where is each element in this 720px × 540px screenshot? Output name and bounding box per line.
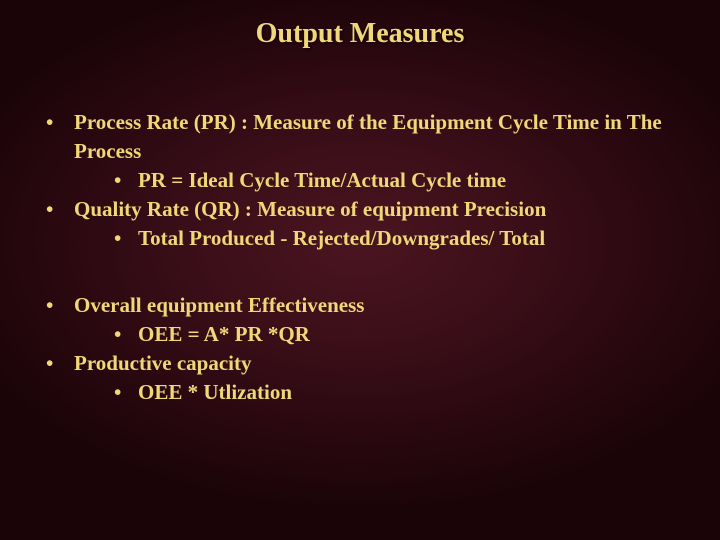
sub-bullet-text: Total Produced - Rejected/Downgrades/ To… [138,226,545,250]
bullet-item: Process Rate (PR) : Measure of the Equip… [40,108,680,195]
sub-bullet-item: PR = Ideal Cycle Time/Actual Cycle time [74,166,680,195]
bullet-item: Quality Rate (QR) : Measure of equipment… [40,195,680,253]
slide-title: Output Measures [40,18,680,50]
bullet-text: Productive capacity [74,351,252,375]
slide-body: Process Rate (PR) : Measure of the Equip… [40,108,680,407]
sub-bullet-text: OEE = A* PR *QR [138,322,310,346]
bullet-text: Process Rate (PR) : Measure of the Equip… [74,110,662,163]
sub-bullet-item: OEE = A* PR *QR [74,320,680,349]
sub-bullet-text: PR = Ideal Cycle Time/Actual Cycle time [138,168,506,192]
bullet-text: Quality Rate (QR) : Measure of equipment… [74,197,546,221]
sub-bullet-text: OEE * Utlization [138,380,292,404]
sub-bullet-item: OEE * Utlization [74,378,680,407]
slide: Output Measures Process Rate (PR) : Meas… [0,0,720,540]
sub-bullet-item: Total Produced - Rejected/Downgrades/ To… [74,224,680,253]
bullet-item: Overall equipment Effectiveness OEE = A*… [40,291,680,349]
bullet-group-2: Overall equipment Effectiveness OEE = A*… [40,291,680,407]
bullet-group-1: Process Rate (PR) : Measure of the Equip… [40,108,680,253]
bullet-text: Overall equipment Effectiveness [74,293,364,317]
bullet-item: Productive capacity OEE * Utlization [40,349,680,407]
